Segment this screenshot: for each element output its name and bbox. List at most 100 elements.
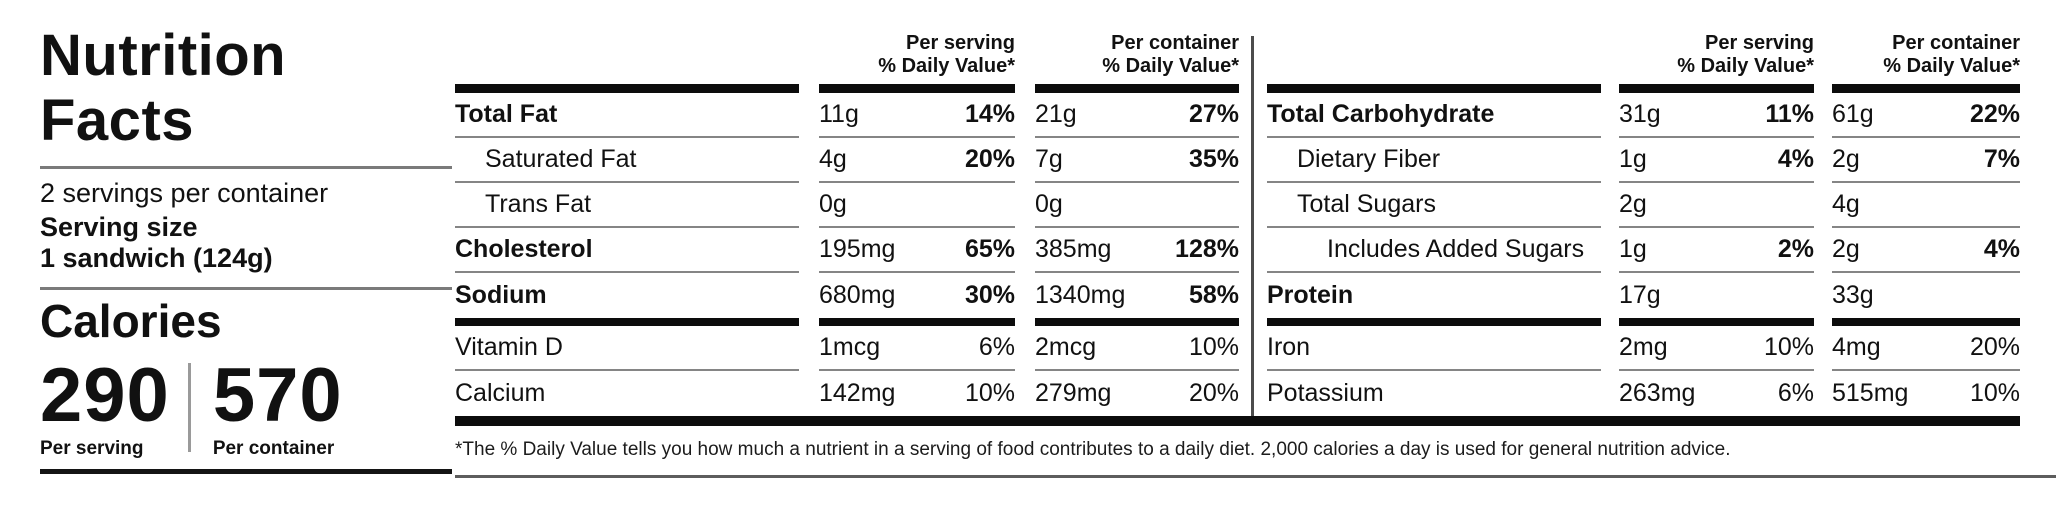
nutrients-section: Per serving % Daily Value* Per container…: [455, 26, 2056, 478]
nutrient-name: Trans Fat: [485, 190, 592, 218]
container-dv: 20%: [1969, 333, 2020, 361]
serving-amount: 142mg: [819, 379, 896, 407]
container-amount: 4g: [1832, 190, 1860, 218]
serving-divider-rule: [40, 287, 452, 291]
table-left-header: Per serving % Daily Value* Per container…: [455, 26, 1239, 84]
nutrient-name: Protein: [1267, 281, 1354, 309]
title-divider-rule: [40, 165, 452, 169]
calories-heading: Calories: [40, 295, 222, 348]
table-row-iron: Iron 2mg 10% 4mg 20%: [1267, 326, 2020, 371]
serving-dv: 2%: [1777, 235, 1814, 263]
container-dv: 58%: [1188, 281, 1239, 309]
container-amount: 2g: [1832, 235, 1860, 263]
serving-amount: 4g: [819, 145, 847, 173]
table-row-cholesterol: Cholesterol 195mg 65% 385mg 128%: [455, 228, 1239, 273]
per-serving-column-header: Per serving % Daily Value*: [819, 32, 1015, 79]
daily-value-footnote: *The % Daily Value tells you how much a …: [455, 439, 1731, 460]
per-container-header-line1: Per container: [1892, 31, 2020, 54]
calories-per-serving-block: 290 Per serving: [40, 353, 170, 459]
table-bottom-thick-bar: [455, 416, 2020, 426]
per-container-column-header: Per container % Daily Value*: [1035, 32, 1239, 79]
per-container-caption: Per container: [212, 437, 335, 459]
container-amount: 4mg: [1832, 333, 1881, 361]
calories-vertical-divider: [187, 363, 191, 452]
serving-size-value: 1 sandwich (124g): [40, 243, 273, 273]
container-dv: 4%: [1983, 235, 2020, 263]
per-container-header-line1: Per container: [1111, 31, 1239, 54]
label-summary-panel: Nutrition Facts 2 servings per container…: [40, 23, 452, 474]
nutrient-name: Includes Added Sugars: [1327, 235, 1585, 263]
table-row-vitamin-d: Vitamin D 1mcg 6% 2mcg 10%: [455, 326, 1239, 371]
serving-size-label: Serving size: [40, 211, 198, 242]
serving-amount: 1g: [1619, 145, 1647, 173]
table-row-protein: Protein 17g 33g: [1267, 273, 2020, 318]
table-row-potassium: Potassium 263mg 6% 515mg 10%: [1267, 371, 2020, 416]
serving-dv: 65%: [964, 235, 1015, 263]
mid-table-thick-bar: [455, 318, 1239, 326]
title-line-1: Nutrition: [40, 23, 287, 88]
per-serving-header-line2: % Daily Value*: [878, 55, 1015, 78]
serving-amount: 1g: [1619, 235, 1647, 263]
per-container-header-line2: % Daily Value*: [1883, 55, 2020, 78]
per-serving-caption: Per serving: [40, 437, 144, 459]
serving-amount: 2mg: [1619, 333, 1668, 361]
serving-dv: 6%: [1777, 379, 1814, 407]
container-amount: 2mcg: [1035, 333, 1097, 361]
nutrient-name: Dietary Fiber: [1297, 145, 1441, 173]
container-amount: 385mg: [1035, 235, 1112, 263]
table-row-trans-fat: Trans Fat 0g 0g: [455, 183, 1239, 228]
serving-dv: 20%: [964, 145, 1015, 173]
nutrients-table-left: Per serving % Daily Value* Per container…: [455, 26, 1239, 416]
per-serving-header-line2: % Daily Value*: [1677, 55, 1814, 78]
container-dv: 10%: [1969, 379, 2020, 407]
serving-amount: 0g: [819, 190, 847, 218]
container-amount: 21g: [1035, 100, 1077, 128]
table-right-header: Per serving % Daily Value* Per container…: [1267, 26, 2020, 84]
table-row-saturated-fat: Saturated Fat 4g 20% 7g 35%: [455, 138, 1239, 183]
container-amount: 2g: [1832, 145, 1860, 173]
container-dv: 7%: [1983, 145, 2020, 173]
container-dv: 20%: [1188, 379, 1239, 407]
nutrition-facts-title: Nutrition Facts: [40, 23, 452, 154]
nutrient-name: Saturated Fat: [485, 145, 637, 173]
container-dv: 22%: [1969, 100, 2020, 128]
table-row-added-sugars: Includes Added Sugars 1g 2% 2g 4%: [1267, 228, 2020, 273]
container-amount: 279mg: [1035, 379, 1112, 407]
nutrient-name: Cholesterol: [455, 235, 593, 263]
serving-amount: 680mg: [819, 281, 896, 309]
nutrient-name: Sodium: [455, 281, 547, 309]
container-dv: 35%: [1188, 145, 1239, 173]
table-row-calcium: Calcium 142mg 10% 279mg 20%: [455, 371, 1239, 416]
nutrients-tables: Per serving % Daily Value* Per container…: [455, 26, 2020, 416]
table-row-total-sugars: Total Sugars 2g 4g: [1267, 183, 2020, 228]
per-container-column-header: Per container % Daily Value*: [1832, 32, 2020, 79]
calories-values-row: 290 Per serving 570 Per container: [40, 353, 452, 459]
per-serving-header-line1: Per serving: [1705, 31, 1814, 54]
per-serving-column-header: Per serving % Daily Value*: [1619, 32, 1814, 79]
nutrient-name: Potassium: [1267, 379, 1384, 407]
serving-dv: 11%: [1765, 100, 1814, 128]
per-serving-header-line1: Per serving: [906, 31, 1015, 54]
nutrient-name: Total Carbohydrate: [1267, 100, 1495, 128]
container-dv: 128%: [1175, 235, 1239, 263]
nutrient-name: Vitamin D: [455, 333, 563, 361]
container-dv: 27%: [1188, 100, 1239, 128]
serving-amount: 1mcg: [819, 333, 881, 361]
nutrients-table-right: Per serving % Daily Value* Per container…: [1267, 26, 2020, 416]
nutrient-name: Calcium: [455, 379, 546, 407]
container-amount: 61g: [1832, 100, 1874, 128]
nutrient-name: Total Sugars: [1297, 190, 1436, 218]
container-dv: 10%: [1188, 333, 1239, 361]
mid-table-thick-bar: [1267, 318, 2020, 326]
calories-per-serving-value: 290: [40, 353, 170, 439]
tables-vertical-divider: [1251, 36, 1254, 416]
serving-dv: 6%: [978, 333, 1015, 361]
serving-dv: 10%: [964, 379, 1015, 407]
serving-amount: 17g: [1619, 281, 1661, 309]
serving-dv: 30%: [964, 281, 1015, 309]
serving-amount: 11g: [819, 100, 859, 128]
title-line-2: Facts: [40, 87, 195, 153]
summary-bottom-bar: [40, 468, 452, 474]
header-thick-bar: [455, 84, 1239, 93]
